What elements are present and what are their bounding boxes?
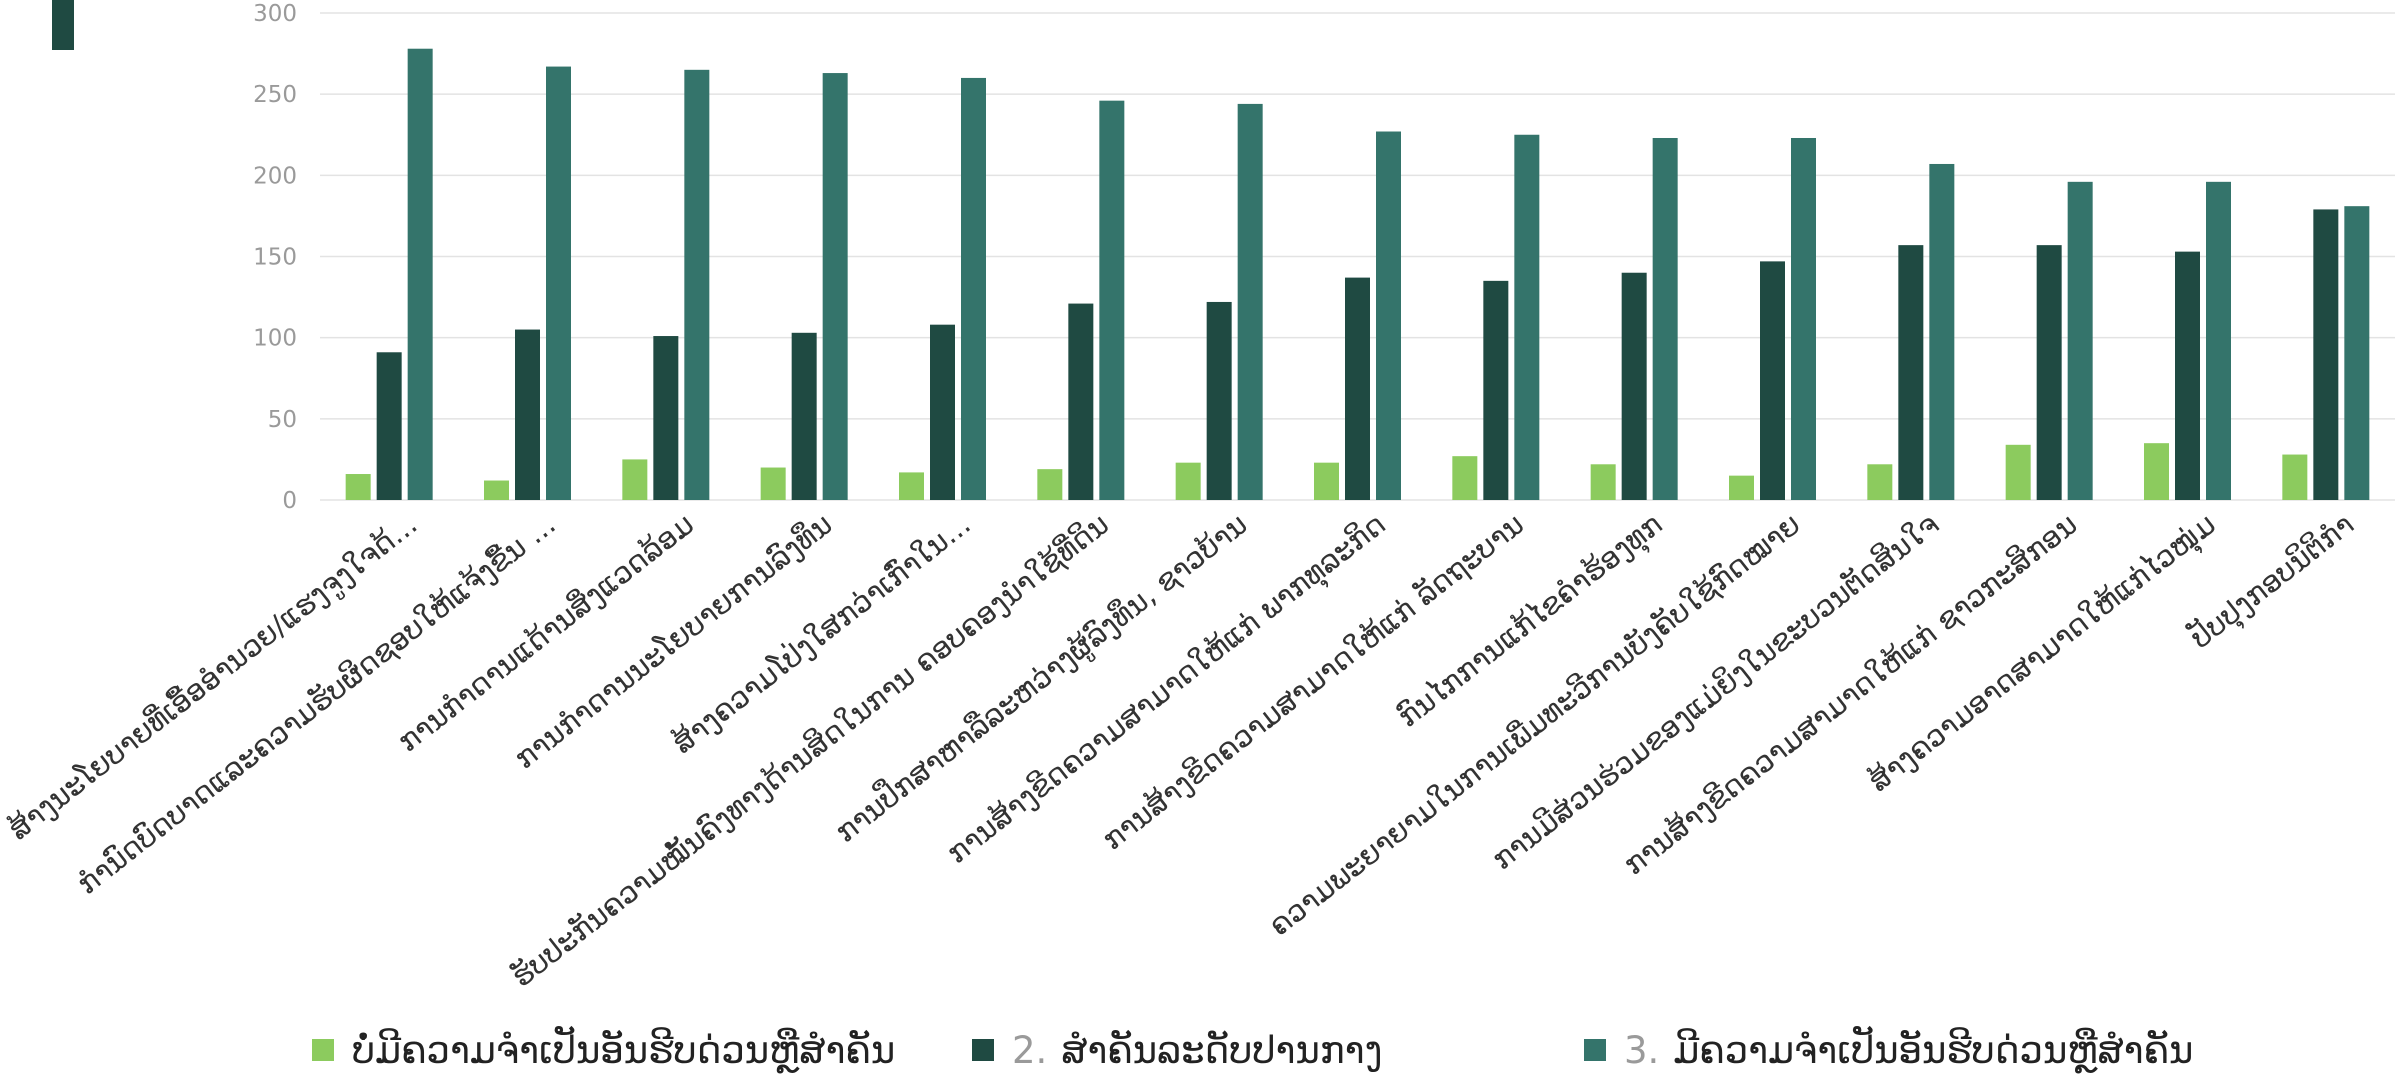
y-tick-label: 50 [268, 407, 297, 433]
bar-series-3 [961, 77, 986, 500]
bar-series-1 [1037, 469, 1063, 500]
bar-series-3 [1791, 137, 1816, 500]
legend-item-3: 3. ມີຄວາມຈຳເປັນອັນຮີບດ່ວນຫຼືສຳຄັນ [1584, 1028, 2193, 1072]
bar-series-2 [653, 336, 679, 500]
bar-series-2 [791, 332, 817, 500]
bar-series-1 [1867, 464, 1893, 500]
legend-number-3: 3. [1624, 1028, 1660, 1072]
x-tick-label: ຄວາມພະຍາຍາມໃນການເພີ່ມທະວີການບັງຄັບໃຊ້ກົດ… [1262, 507, 1806, 943]
bar-series-2 [1068, 303, 1094, 500]
y-tick-label: 150 [253, 245, 297, 271]
bar-series-2 [1206, 301, 1232, 500]
bar-series-2 [1760, 261, 1785, 500]
bar-series-1 [760, 467, 786, 500]
bar-series-3 [2344, 206, 2370, 500]
bar-series-3 [1652, 137, 1678, 500]
y-tick-label: 0 [282, 488, 297, 514]
legend-label-1: ບໍ່ມີຄວາມຈຳເປັນອັນຮີບດ່ວນຫຼືສຳຄັນ [352, 1028, 896, 1072]
y-axis: 0 50 100 150 200 250 300 [253, 1, 297, 514]
bar-series-3 [684, 69, 710, 501]
bar-series-2 [1621, 272, 1647, 500]
x-tick-label: ກຳນົດບົດບາດແລະຄວາມຮັບຜິດຊອບໃຫ້ແຈ້ງຂື້ນ .… [70, 506, 561, 900]
bar-series-3 [1237, 103, 1263, 500]
bar-series-2 [2313, 209, 2339, 500]
bar-series-2 [2036, 245, 2062, 500]
bar-series-1 [345, 474, 371, 500]
y-tick-label: 200 [253, 163, 297, 189]
x-tick-label: ກົນໄກການແກ້ໄຂຄຳຮ້ອງທຸກ [1391, 507, 1671, 737]
bar-chart: 0 50 100 150 200 250 300 ສ້າງນະໂຍບາຍທີ່ເອື້ອອຳ… [2, 1, 2395, 994]
bar-series-1 [2282, 454, 2308, 500]
bar-series-1 [899, 472, 924, 500]
y-tick-label: 300 [253, 1, 297, 27]
bar-series-3 [407, 48, 433, 501]
bars [345, 48, 2370, 501]
legend-swatch-2 [972, 1039, 994, 1061]
bar-series-2 [2175, 251, 2200, 500]
legend-label-3: ມີຄວາມຈຳເປັນອັນຮີບດ່ວນຫຼືສຳຄັນ [1673, 1028, 2194, 1072]
bar-series-1 [1452, 456, 1478, 500]
bar-series-1 [1729, 475, 1754, 500]
legend-item-1: ບໍ່ມີຄວາມຈຳເປັນອັນຮີບດ່ວນຫຼືສຳຄັນ [312, 1028, 895, 1072]
bar-series-1 [1175, 462, 1201, 500]
legend-swatch-3 [1584, 1039, 1606, 1061]
bar-series-1 [2005, 444, 2031, 500]
bar-series-3 [546, 66, 571, 500]
bar-series-1 [1314, 462, 1339, 500]
bar-series-2 [1483, 280, 1509, 500]
bar-series-2 [1345, 277, 1370, 500]
bar-series-3 [1099, 100, 1125, 500]
bar-series-3 [2206, 181, 2231, 500]
corner-marker [52, 0, 74, 50]
bar-series-1 [484, 480, 509, 500]
legend-number-2: 2. [1012, 1028, 1048, 1072]
x-axis-labels: ສ້າງນະໂຍບາຍທີ່ເອື້ອອຳນວຍ/ແຮງຈູງໃຈດ້...ກຳ… [2, 504, 2363, 994]
bar-series-1 [2144, 443, 2169, 500]
bar-series-3 [2067, 181, 2093, 500]
bar-series-3 [822, 73, 848, 501]
bar-series-3 [1514, 134, 1540, 500]
bar-series-2 [1898, 245, 1924, 500]
bar-series-2 [376, 352, 402, 500]
legend-item-2: 2. ສຳຄັນລະດັບປານກາງ [972, 1028, 1382, 1072]
y-tick-label: 100 [253, 326, 297, 352]
bar-series-1 [1590, 464, 1616, 500]
bar-series-3 [1929, 163, 1955, 500]
y-tick-label: 250 [253, 82, 297, 108]
bar-series-3 [1376, 131, 1401, 500]
bar-series-1 [622, 459, 648, 500]
legend-label-2: ສຳຄັນລະດັບປານກາງ [1061, 1028, 1383, 1072]
bar-series-2 [930, 324, 955, 500]
legend-swatch-1 [312, 1039, 334, 1061]
bar-series-2 [515, 329, 540, 500]
